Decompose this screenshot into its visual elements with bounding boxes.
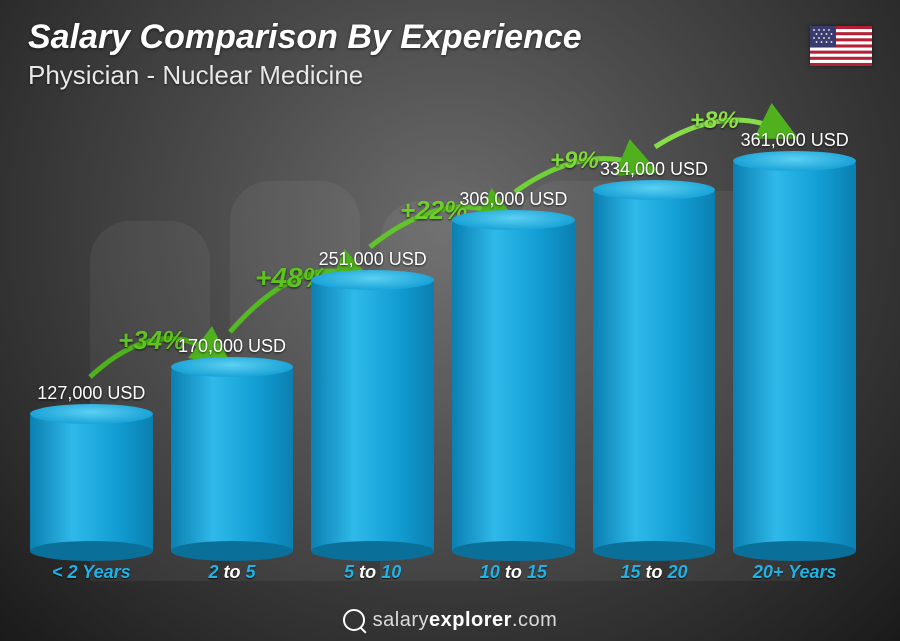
x-label-right: Years — [82, 562, 130, 582]
bar-top-cap — [311, 270, 434, 290]
bar-group: 170,000 USD — [171, 336, 294, 551]
bar-value-label: 334,000 USD — [600, 159, 708, 180]
x-label-right: Years — [788, 562, 836, 582]
x-label-mid: to — [359, 562, 376, 582]
bar-value-label: 127,000 USD — [37, 383, 145, 404]
bar-value-label: 306,000 USD — [459, 189, 567, 210]
us-flag-icon — [810, 26, 872, 66]
bar-chart: +34% +48% +22% +9% +8% 127,000 USD 170,0… — [30, 77, 856, 577]
x-label-left: 15 — [620, 562, 640, 582]
bar — [171, 367, 294, 551]
x-label-left: 5 — [344, 562, 354, 582]
x-label: 15 to 20 — [593, 562, 716, 583]
bars-container: 127,000 USD 170,000 USD 251,000 USD — [30, 101, 856, 551]
x-label-left: 20+ — [753, 562, 784, 582]
bar-top-cap — [171, 357, 294, 377]
bar-group: 127,000 USD — [30, 383, 153, 551]
x-label-left: 10 — [480, 562, 500, 582]
bar-bottom-cap — [593, 541, 716, 561]
bar-top-cap — [593, 180, 716, 200]
footer-site-thin: salary — [373, 609, 429, 632]
x-label-right: 10 — [381, 562, 401, 582]
bar-top-cap — [452, 210, 575, 230]
bar-bottom-cap — [171, 541, 294, 561]
bar-bottom-cap — [452, 541, 575, 561]
bar-top-cap — [733, 151, 856, 171]
x-label-mid: to — [224, 562, 241, 582]
x-label: < 2 Years — [30, 562, 153, 583]
bar — [311, 280, 434, 551]
bar — [733, 161, 856, 551]
x-label-mid: to — [646, 562, 663, 582]
chart-title: Salary Comparison By Experience — [28, 18, 582, 57]
bar — [593, 190, 716, 551]
bar-value-label: 361,000 USD — [741, 130, 849, 151]
magnifier-icon — [343, 609, 365, 631]
bar-top-cap — [30, 404, 153, 424]
bar-value-label: 170,000 USD — [178, 336, 286, 357]
x-label: 20+ Years — [733, 562, 856, 583]
bar-bottom-cap — [30, 541, 153, 561]
bar-group: 334,000 USD — [593, 159, 716, 551]
infographic-canvas: Salary Comparison By Experience Physicia… — [0, 0, 900, 641]
bar-bottom-cap — [311, 541, 434, 561]
x-label: 10 to 15 — [452, 562, 575, 583]
bar-value-label: 251,000 USD — [319, 249, 427, 270]
bar — [452, 220, 575, 551]
bar-bottom-cap — [733, 541, 856, 561]
x-label-left: < 2 — [52, 562, 78, 582]
x-label-left: 2 — [208, 562, 218, 582]
bar-group: 306,000 USD — [452, 189, 575, 551]
x-label-mid: to — [505, 562, 522, 582]
bar-group: 361,000 USD — [733, 130, 856, 551]
footer: salaryexplorer.com — [0, 599, 900, 641]
x-label-right: 5 — [246, 562, 256, 582]
x-axis-labels: < 2 Years 2 to 5 5 to 10 10 to 15 15 to — [30, 562, 856, 583]
bar — [30, 414, 153, 551]
x-label-right: 15 — [527, 562, 547, 582]
bar-group: 251,000 USD — [311, 249, 434, 551]
x-label: 2 to 5 — [171, 562, 294, 583]
x-label: 5 to 10 — [311, 562, 434, 583]
footer-site-bold: explorer — [429, 609, 512, 632]
footer-site-suffix: .com — [512, 609, 557, 632]
x-label-right: 20 — [668, 562, 688, 582]
